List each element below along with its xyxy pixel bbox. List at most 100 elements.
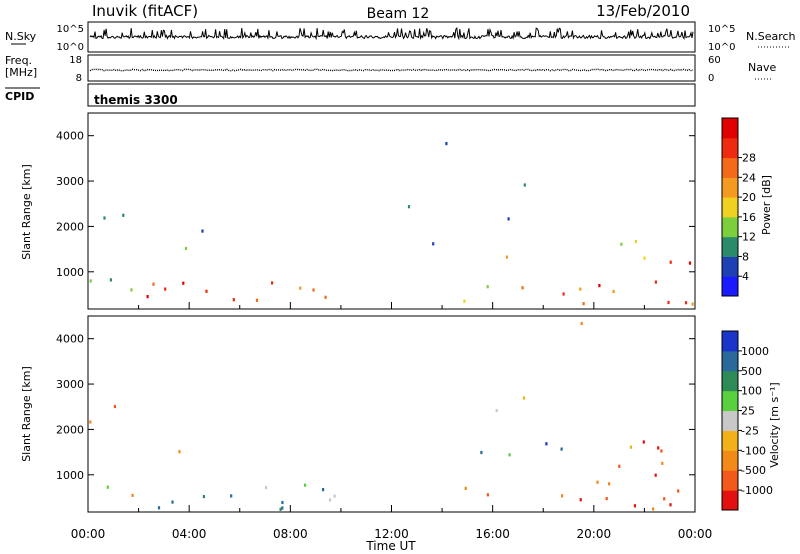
scatter-cell bbox=[486, 493, 489, 497]
scatter-cell bbox=[328, 498, 332, 502]
scatter-cell bbox=[634, 239, 637, 244]
colorbar-tick-label: 4 bbox=[742, 270, 749, 283]
frequency-line bbox=[89, 68, 694, 72]
colorbar-tick-label: 16 bbox=[742, 211, 756, 224]
scatter-cell bbox=[445, 142, 448, 146]
nsky-tick-bottom: 10^0 bbox=[57, 42, 84, 53]
scatter-cell bbox=[654, 473, 657, 477]
colorbar-segment bbox=[722, 276, 738, 297]
scatter-cell bbox=[495, 408, 498, 413]
freq-tick-bottom: 8 bbox=[76, 73, 82, 84]
velocity-colorbar-label: Velocity [m s⁻¹] bbox=[768, 382, 781, 467]
time-tick-label: 08:00 bbox=[273, 527, 308, 541]
scatter-cell bbox=[652, 507, 655, 511]
scatter-cell bbox=[579, 498, 582, 502]
scatter-cell bbox=[299, 286, 302, 290]
nave-label: Nave bbox=[748, 61, 776, 74]
colorbar-frame bbox=[721, 330, 739, 511]
colorbar-segment bbox=[722, 331, 738, 352]
colorbar-segment bbox=[722, 157, 738, 178]
ytick-label: 4000 bbox=[56, 130, 84, 143]
scatter-cell bbox=[545, 442, 548, 446]
beam-title: Beam 12 bbox=[367, 6, 430, 22]
scatter-cell bbox=[264, 486, 268, 490]
scatter-cell bbox=[618, 464, 621, 468]
scatter-cell bbox=[255, 298, 259, 302]
ytick-label: 4000 bbox=[56, 333, 84, 346]
colorbar-tick-label: 1000 bbox=[741, 345, 769, 358]
scatter-cell bbox=[598, 284, 601, 288]
scatter-cell bbox=[562, 292, 565, 296]
power-yticks: 1000 2000 3000 4000 bbox=[56, 130, 696, 309]
scatter-cell bbox=[521, 286, 524, 290]
scatter-cell bbox=[146, 295, 149, 299]
colorbar-tick-label: 100 bbox=[741, 385, 762, 398]
power-colorbar: 4 8 12 16 20 24 28 bbox=[721, 117, 756, 297]
scatter-cell bbox=[582, 302, 585, 306]
scatter-cell bbox=[643, 256, 646, 260]
scatter-cell bbox=[480, 450, 483, 455]
ytick-label: 2000 bbox=[56, 220, 84, 233]
scatter-cell bbox=[312, 288, 315, 292]
scatter-cell bbox=[684, 301, 688, 305]
scatter-cell bbox=[691, 302, 694, 306]
scatter-cell bbox=[667, 300, 670, 305]
ytick-label: 3000 bbox=[56, 175, 84, 188]
scatter-cell bbox=[182, 281, 185, 285]
date-title: 13/Feb/2010 bbox=[596, 2, 690, 20]
scatter-cell bbox=[279, 507, 282, 511]
colorbar-segment bbox=[722, 197, 738, 218]
scatter-cell bbox=[109, 278, 112, 282]
scatter-cell bbox=[122, 213, 125, 217]
scatter-cell bbox=[522, 396, 526, 400]
scatter-cell bbox=[463, 299, 466, 303]
frequency-panel: Freq. [MHz] 18 8 60 0 Nave bbox=[5, 54, 776, 84]
power-ylabel: Slant Range [km] bbox=[20, 164, 33, 260]
scatter-cell bbox=[232, 298, 235, 302]
scatter-cell bbox=[202, 495, 205, 499]
time-axis-label: Time UT bbox=[365, 539, 416, 553]
scatter-cell bbox=[596, 480, 599, 484]
colorbar-segment bbox=[722, 118, 738, 139]
scatter-cell bbox=[580, 321, 583, 326]
time-tick-label: 00:00 bbox=[678, 527, 713, 541]
colorbar-frame bbox=[721, 117, 739, 297]
colorbar-segment bbox=[722, 390, 738, 412]
noise-trace bbox=[89, 26, 694, 41]
colorbar-tick-label: 24 bbox=[742, 171, 756, 184]
scatter-cell bbox=[486, 285, 489, 289]
nsearch-tick-bottom: 10^0 bbox=[708, 42, 735, 53]
colorbar-segment bbox=[722, 256, 738, 277]
scatter-cell bbox=[688, 261, 692, 265]
nsearch-tick-top: 10^5 bbox=[708, 24, 735, 35]
noise-panel: N.Sky 10^5 10^0 10^5 10^0 N.Search bbox=[5, 21, 796, 53]
time-tick-label: 00:00 bbox=[71, 527, 106, 541]
scatter-cell bbox=[612, 289, 615, 294]
velocity-colorbar: 1000 500 100 25 -25 -100 -500 -1000 bbox=[721, 330, 773, 511]
colorbar-tick-label: -1000 bbox=[741, 484, 773, 497]
nsky-tick-top: 10^5 bbox=[57, 24, 84, 35]
ytick-label: 1000 bbox=[56, 469, 84, 482]
colorbar-tick-label: -25 bbox=[741, 424, 759, 437]
scatter-cell bbox=[657, 446, 660, 450]
colorbar-segment bbox=[722, 216, 738, 238]
velocity-cells bbox=[89, 321, 680, 511]
colorbar-tick-label: 25 bbox=[741, 405, 755, 418]
colorbar-segment bbox=[722, 470, 738, 491]
colorbar-segment bbox=[722, 450, 738, 471]
time-tick-label: 16:00 bbox=[475, 527, 510, 541]
scatter-cell bbox=[89, 420, 92, 424]
power-panel: 1000 2000 3000 4000 Slant Range [km] 4 8 12 16… bbox=[20, 112, 773, 310]
scatter-cell bbox=[608, 482, 611, 486]
scatter-cell bbox=[324, 295, 327, 299]
colorbar-tick-label: -500 bbox=[741, 464, 766, 477]
scatter-cell bbox=[464, 486, 467, 490]
colorbar-tick-label: 28 bbox=[742, 152, 756, 165]
nsearch-label: N.Search bbox=[746, 30, 796, 43]
scatter-cell bbox=[579, 287, 582, 291]
power-colorbar-label: Power [dB] bbox=[760, 175, 773, 235]
scatter-cell bbox=[432, 242, 435, 246]
scatter-cell bbox=[281, 500, 284, 505]
scatter-cell bbox=[669, 503, 672, 507]
